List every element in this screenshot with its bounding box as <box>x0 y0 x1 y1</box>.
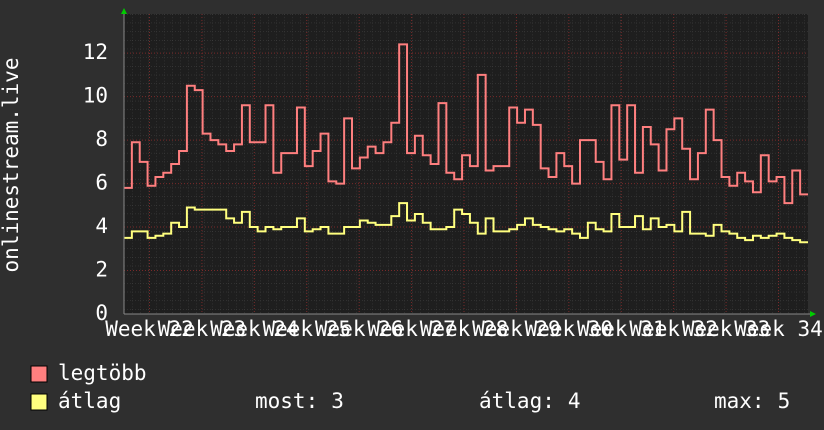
legend-swatch <box>30 365 48 383</box>
x-tick-label: Week 24 <box>210 317 299 341</box>
y-tick-label: 0 <box>95 301 108 325</box>
y-tick-label: 12 <box>83 40 108 64</box>
legend-label: legtöbb <box>58 361 147 385</box>
stat-label: max: <box>714 389 765 413</box>
x-tick-label: Week 29 <box>472 317 561 341</box>
x-tick-label: Week 23 <box>158 317 247 341</box>
stat-value: 5 <box>778 389 791 413</box>
legend-swatch <box>30 393 48 411</box>
x-tick-label: Week 26 <box>315 317 404 341</box>
stat-value: 3 <box>331 389 344 413</box>
y-tick-label: 2 <box>95 258 108 282</box>
x-tick-label: Week 27 <box>367 317 456 341</box>
y-arrow <box>121 8 127 14</box>
legend: legtöbb átlag most: 3 átlag: 4 max: 5 <box>30 361 791 413</box>
grid <box>124 14 808 315</box>
x-tick-label: Week 28 <box>420 317 509 341</box>
y-tick-label: 10 <box>83 84 108 108</box>
series-line <box>124 43 808 205</box>
minor-grid <box>124 14 808 314</box>
stat-label: most: <box>255 389 318 413</box>
y-tick-label: 4 <box>95 214 108 238</box>
x-tick-label: Week 33 <box>682 317 771 341</box>
y-tick-label: 8 <box>95 127 108 151</box>
y-tick-label: 6 <box>95 171 108 195</box>
y-axis-title: onlinestream.live <box>0 58 23 273</box>
lines <box>124 43 808 244</box>
x-tick-label: Week 31 <box>577 317 666 341</box>
x-tick-label: Week 22 <box>105 317 194 341</box>
x-arrow <box>810 311 816 317</box>
stat-label: átlag: <box>479 389 555 413</box>
x-tick-label: Week 30 <box>525 317 614 341</box>
legend-label: átlag <box>58 389 121 413</box>
series-line <box>124 202 808 244</box>
x-tick-label: Week 32 <box>629 317 718 341</box>
x-tick-label: Week 25 <box>262 317 351 341</box>
stat-value: 4 <box>568 389 581 413</box>
x-tick-label: Week 34 <box>734 317 823 341</box>
